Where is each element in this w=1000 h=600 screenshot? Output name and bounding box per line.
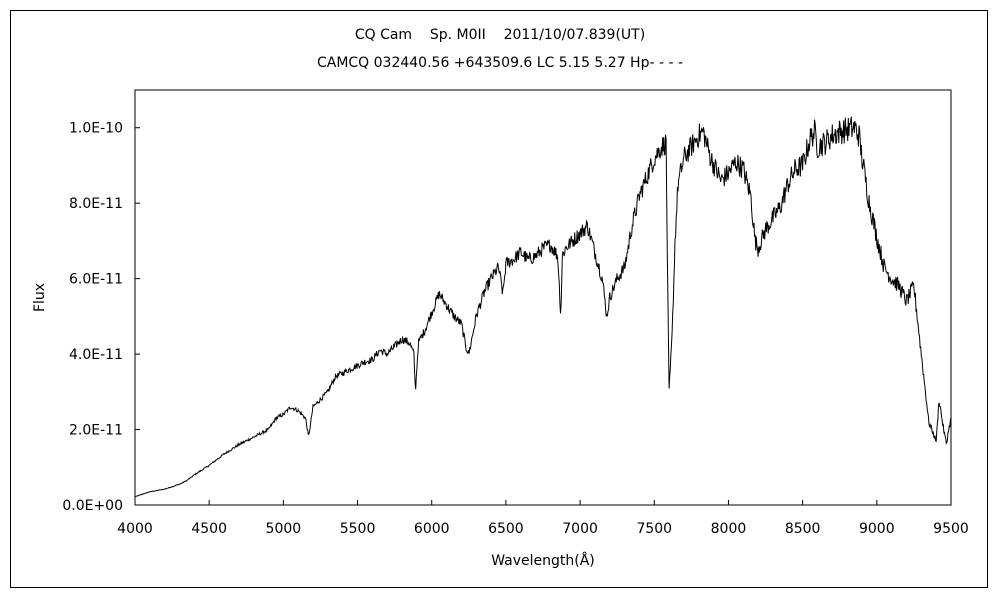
y-axis-ticks: 0.0E+00 2.0E-11 4.0E-11 6.0E-11 8.0E-11 1.0E-…	[62, 121, 140, 514]
y-tick-label: 0.0E+00	[62, 498, 123, 514]
x-tick-label: 4000	[117, 521, 153, 537]
x-tick-label: 6500	[488, 521, 524, 537]
x-tick-label: 9000	[859, 521, 895, 537]
x-tick-label: 7000	[562, 521, 598, 537]
x-tick-label: 9500	[933, 521, 969, 537]
y-tick-label: 1.0E-10	[69, 121, 123, 137]
y-tick-label: 2.0E-11	[69, 423, 123, 439]
y-tick-label: 6.0E-11	[69, 272, 123, 288]
x-tick-label: 6000	[414, 521, 450, 537]
plot-area	[134, 89, 952, 506]
x-tick-label: 4500	[191, 521, 227, 537]
x-tick-label: 5000	[266, 521, 302, 537]
x-tick-label: 5500	[340, 521, 376, 537]
chart-frame	[10, 10, 988, 588]
x-axis-label: Wavelength(Å)	[491, 552, 595, 569]
chart-subtitle: CAMCQ 032440.56 +643509.6 LC 5.15 5.27 H…	[316, 55, 684, 71]
x-tick-label: 7500	[636, 521, 672, 537]
chart-title: CQ Cam Sp. M0II 2011/10/07.839(UT)	[354, 27, 646, 43]
y-tick-label: 8.0E-11	[69, 196, 123, 212]
x-axis-ticks: 4000 4500 5000 5500 6000 6500 7000 7500 8000 8500…	[117, 500, 969, 537]
y-tick-label: 4.0E-11	[69, 347, 123, 363]
spectrum-line	[134, 116, 952, 498]
x-tick-label: 8500	[785, 521, 821, 537]
x-tick-label: 8000	[711, 521, 747, 537]
y-axis-label: Flux	[32, 283, 48, 312]
